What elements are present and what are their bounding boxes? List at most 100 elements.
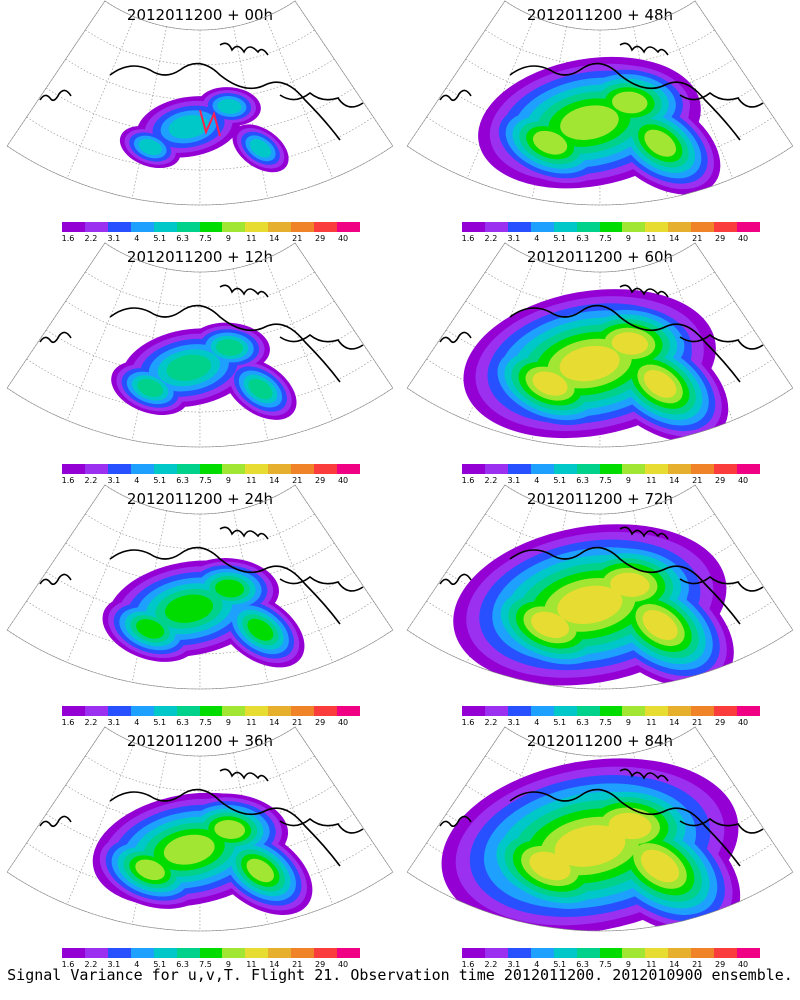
colorbar-label: 3.1 bbox=[107, 234, 121, 243]
coastlines bbox=[39, 526, 364, 625]
colorbar-swatch bbox=[737, 222, 760, 232]
colorbar-labels: 1.6 2.2 3.1 4 5.1 6.3 7.5 9 11 14 21 29 40 bbox=[462, 718, 760, 728]
colorbar-label: 14 bbox=[669, 476, 680, 485]
colorbar bbox=[62, 464, 360, 474]
colorbar-label: 11 bbox=[246, 234, 257, 243]
colorbar-swatch bbox=[268, 222, 292, 232]
colorbar-label: 7.5 bbox=[599, 960, 612, 969]
colorbar-label: 29 bbox=[315, 476, 326, 485]
colorbar-label: 2.2 bbox=[484, 476, 498, 485]
colorbar-swatch bbox=[130, 464, 154, 474]
colorbar-swatch bbox=[62, 222, 85, 232]
colorbar-swatch bbox=[737, 948, 760, 958]
colorbar-label: 5.1 bbox=[153, 234, 167, 243]
colorbar-swatch bbox=[176, 706, 200, 716]
colorbar-labels: 1.6 2.2 3.1 4 5.1 6.3 7.5 9 11 14 21 29 40 bbox=[62, 718, 360, 728]
colorbar-swatch bbox=[507, 948, 531, 958]
colorbar-label: 2.2 bbox=[484, 718, 498, 727]
colorbar bbox=[462, 706, 760, 716]
colorbar-swatch bbox=[622, 464, 646, 474]
colorbar-label: 7.5 bbox=[199, 718, 212, 727]
colorbar-label: 4 bbox=[134, 234, 140, 243]
colorbar-swatch bbox=[462, 948, 485, 958]
colorbar-swatch bbox=[62, 706, 85, 716]
panel-title: 2012011200 + 00h bbox=[126, 6, 274, 24]
colorbar bbox=[462, 948, 760, 958]
colorbar-label: 1.6 bbox=[61, 234, 75, 243]
variance-field bbox=[92, 792, 313, 916]
colorbar-swatch bbox=[507, 464, 531, 474]
colorbar-swatch bbox=[107, 948, 131, 958]
colorbar-label: 9 bbox=[625, 960, 631, 969]
colorbar-label: 7.5 bbox=[599, 476, 612, 485]
variance-field bbox=[478, 56, 721, 195]
colorbar-swatch bbox=[691, 222, 715, 232]
colorbar-label: 29 bbox=[315, 718, 326, 727]
colorbar-label: 29 bbox=[715, 718, 726, 727]
colorbar-label: 1.6 bbox=[461, 718, 475, 727]
colorbar-swatch bbox=[553, 948, 577, 958]
colorbar-label: 4 bbox=[134, 960, 140, 969]
forecast-panel: 2012011200 + 72h 1.6 2.2 3.1 4 5.1 6.3 7.5 9 11 14… bbox=[400, 484, 800, 728]
colorbar-swatch bbox=[645, 222, 669, 232]
colorbar-swatch bbox=[462, 222, 485, 232]
colorbar-swatch bbox=[222, 464, 246, 474]
colorbar-label: 3.1 bbox=[107, 718, 121, 727]
colorbar-label: 2.2 bbox=[84, 960, 98, 969]
colorbar-swatch bbox=[530, 464, 554, 474]
colorbar-swatch bbox=[291, 464, 315, 474]
variance-field bbox=[119, 87, 289, 173]
colorbar-label: 9 bbox=[225, 234, 231, 243]
colorbar-swatch bbox=[268, 464, 292, 474]
colorbar-label: 14 bbox=[669, 960, 680, 969]
coastlines bbox=[39, 768, 364, 867]
colorbar-swatch bbox=[737, 464, 760, 474]
colorbar-swatch bbox=[714, 948, 738, 958]
panel-title: 2012011200 + 72h bbox=[526, 490, 674, 508]
colorbar-label: 9 bbox=[625, 234, 631, 243]
map-plot bbox=[406, 726, 794, 932]
coastlines bbox=[39, 42, 364, 141]
colorbar-swatch bbox=[337, 706, 360, 716]
colorbar-swatch bbox=[599, 464, 623, 474]
colorbar-swatch bbox=[484, 948, 508, 958]
colorbar-label: 5.1 bbox=[153, 476, 167, 485]
colorbar-swatch bbox=[530, 222, 554, 232]
colorbar-label: 14 bbox=[269, 960, 280, 969]
colorbar-swatch bbox=[84, 464, 108, 474]
colorbar-label: 3.1 bbox=[107, 476, 121, 485]
variance-field bbox=[111, 322, 297, 420]
variance-field bbox=[102, 558, 305, 668]
colorbar-label: 7.5 bbox=[199, 234, 212, 243]
colorbar-label: 2.2 bbox=[84, 718, 98, 727]
colorbar-swatch bbox=[576, 706, 600, 716]
colorbar-swatch bbox=[668, 706, 692, 716]
colorbar-swatch bbox=[153, 706, 177, 716]
colorbar-swatch bbox=[530, 948, 554, 958]
coastlines bbox=[439, 42, 764, 141]
colorbar-label: 1.6 bbox=[61, 960, 75, 969]
colorbar-swatch bbox=[268, 706, 292, 716]
colorbar-label: 11 bbox=[646, 234, 657, 243]
colorbar-swatch bbox=[314, 464, 338, 474]
colorbar-swatch bbox=[462, 464, 485, 474]
colorbar-label: 3.1 bbox=[507, 718, 521, 727]
colorbar-swatch bbox=[222, 948, 246, 958]
colorbar-swatch bbox=[314, 222, 338, 232]
panel-title: 2012011200 + 60h bbox=[526, 248, 674, 266]
colorbar-swatch bbox=[176, 948, 200, 958]
colorbar-swatch bbox=[130, 222, 154, 232]
colorbar-label: 11 bbox=[646, 718, 657, 727]
colorbar-swatch bbox=[714, 706, 738, 716]
colorbar-swatch bbox=[462, 706, 485, 716]
colorbar-swatch bbox=[714, 464, 738, 474]
colorbar-label: 9 bbox=[625, 476, 631, 485]
forecast-panel: 2012011200 + 60h 1.6 2.2 3.1 4 5.1 6.3 7.5 9 11 14… bbox=[400, 242, 800, 485]
figure-caption: Signal Variance for u,v,T. Flight 21. Ob… bbox=[7, 966, 793, 984]
colorbar-labels: 1.6 2.2 3.1 4 5.1 6.3 7.5 9 11 14 21 29 40 bbox=[462, 234, 760, 244]
colorbar-swatch bbox=[84, 222, 108, 232]
map-plot bbox=[6, 242, 394, 448]
coastlines bbox=[439, 284, 764, 383]
panel-title: 2012011200 + 48h bbox=[526, 6, 674, 24]
colorbar-swatch bbox=[199, 222, 223, 232]
